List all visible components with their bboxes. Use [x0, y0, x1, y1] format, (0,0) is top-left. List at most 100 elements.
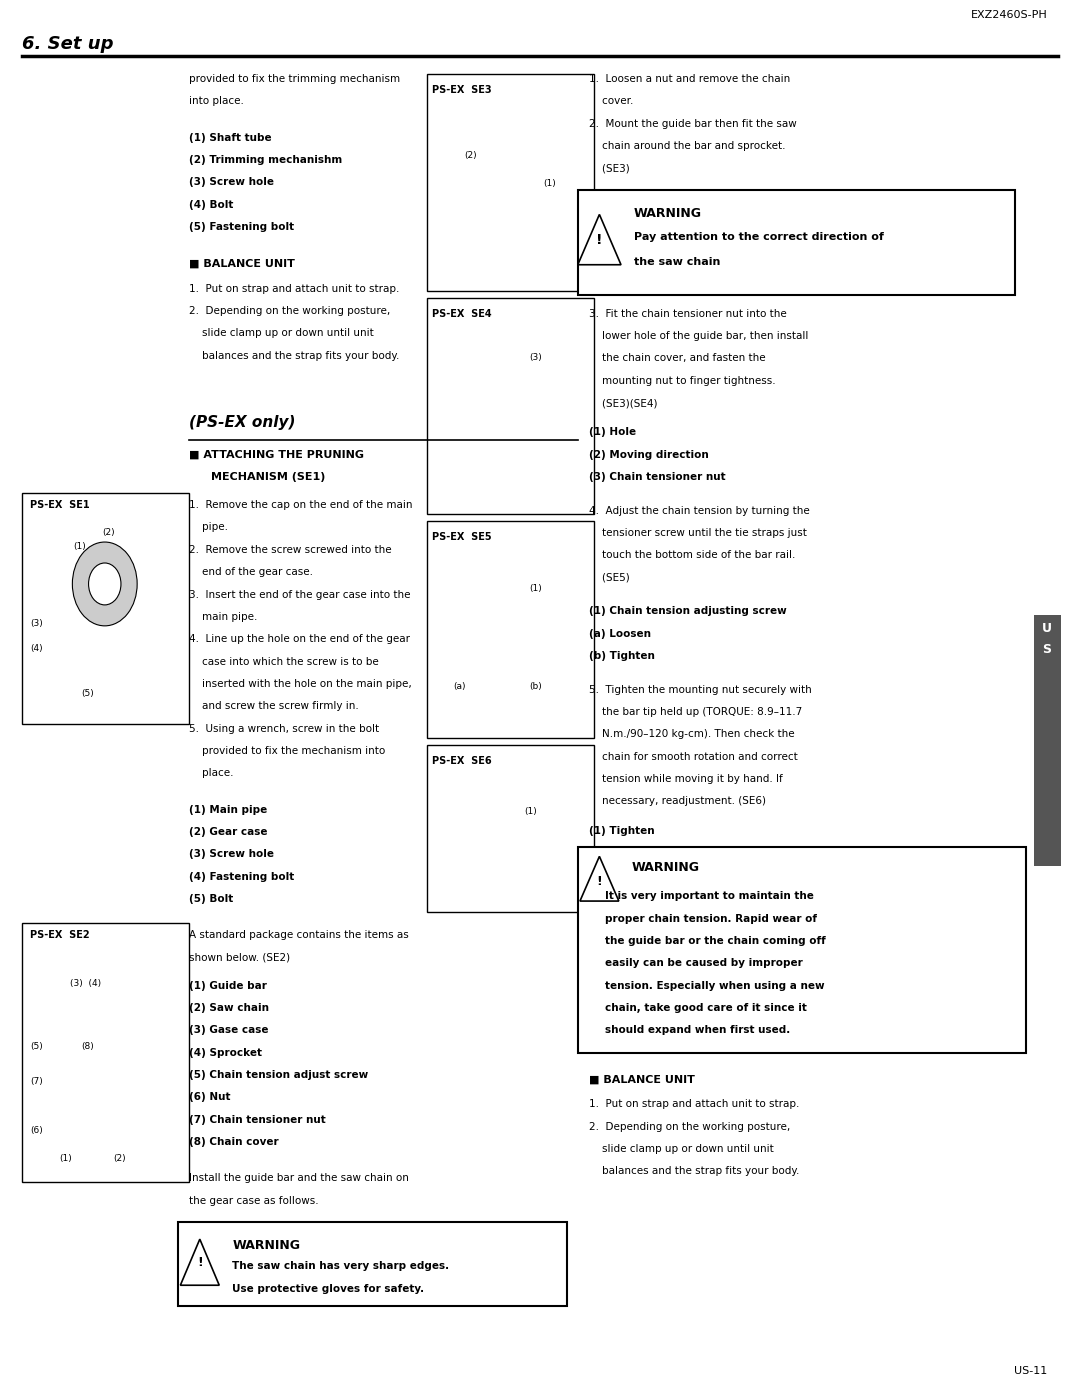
Text: US-11: US-11	[1014, 1366, 1048, 1376]
Text: (2) Trimming mechanishm: (2) Trimming mechanishm	[189, 155, 342, 165]
Text: (5) Chain tension adjust screw: (5) Chain tension adjust screw	[189, 1070, 368, 1080]
Text: PS-EX  SE5: PS-EX SE5	[432, 532, 491, 542]
Text: 2.  Depending on the working posture,: 2. Depending on the working posture,	[189, 306, 390, 316]
Text: (2): (2)	[464, 151, 477, 159]
Text: 4.  Adjust the chain tension by turning the: 4. Adjust the chain tension by turning t…	[589, 506, 809, 515]
Text: mounting nut to finger tightness.: mounting nut to finger tightness.	[589, 376, 775, 386]
Text: inserted with the hole on the main pipe,: inserted with the hole on the main pipe,	[189, 679, 411, 689]
Text: (1) Tighten: (1) Tighten	[589, 826, 654, 835]
Text: (a): (a)	[454, 682, 467, 690]
Text: (8) Chain cover: (8) Chain cover	[189, 1137, 279, 1147]
Text: (1) Hole: (1) Hole	[589, 427, 636, 437]
Text: (PS-EX only): (PS-EX only)	[189, 415, 296, 430]
Polygon shape	[578, 215, 621, 265]
Bar	[22, 923, 189, 1182]
Text: touch the bottom side of the bar rail.: touch the bottom side of the bar rail.	[589, 550, 795, 560]
Text: (4) Fastening bolt: (4) Fastening bolt	[189, 872, 294, 882]
Text: cover.: cover.	[589, 96, 633, 106]
Text: (2) Moving direction: (2) Moving direction	[589, 450, 708, 460]
Text: case into which the screw is to be: case into which the screw is to be	[189, 657, 379, 666]
Bar	[578, 190, 1015, 295]
Text: the saw chain: the saw chain	[634, 257, 720, 267]
Text: 4.  Line up the hole on the end of the gear: 4. Line up the hole on the end of the ge…	[189, 634, 410, 644]
Polygon shape	[580, 856, 619, 901]
Text: end of the gear case.: end of the gear case.	[189, 567, 313, 577]
Text: (1): (1)	[529, 584, 542, 592]
Text: (4) Bolt: (4) Bolt	[189, 200, 233, 210]
Text: PS-EX  SE4: PS-EX SE4	[432, 309, 491, 319]
Polygon shape	[180, 1239, 219, 1285]
Text: PS-EX  SE2: PS-EX SE2	[30, 930, 90, 940]
Text: WARNING: WARNING	[232, 1239, 300, 1252]
Text: !: !	[596, 233, 603, 247]
Text: 1.  Remove the cap on the end of the main: 1. Remove the cap on the end of the main	[189, 500, 413, 510]
Text: (1) Main pipe: (1) Main pipe	[189, 805, 267, 814]
Text: provided to fix the trimming mechanism: provided to fix the trimming mechanism	[189, 74, 400, 84]
Text: (6) Nut: (6) Nut	[189, 1092, 230, 1102]
Text: (SE3): (SE3)	[589, 163, 630, 173]
Text: and screw the screw firmly in.: and screw the screw firmly in.	[189, 701, 359, 711]
Text: (b): (b)	[529, 682, 542, 690]
Bar	[22, 493, 189, 724]
Text: EXZ2460S-PH: EXZ2460S-PH	[971, 10, 1048, 20]
Text: proper chain tension. Rapid wear of: proper chain tension. Rapid wear of	[605, 914, 816, 923]
Text: 2.  Depending on the working posture,: 2. Depending on the working posture,	[589, 1122, 789, 1132]
Text: place.: place.	[189, 768, 233, 778]
Text: chain, take good care of it since it: chain, take good care of it since it	[605, 1003, 807, 1013]
Text: (8): (8)	[81, 1042, 94, 1051]
Text: tension while moving it by hand. If: tension while moving it by hand. If	[589, 774, 782, 784]
Text: (1): (1)	[59, 1154, 72, 1162]
Text: (2): (2)	[103, 528, 116, 536]
Bar	[427, 521, 594, 738]
Text: (1) Chain tension adjusting screw: (1) Chain tension adjusting screw	[589, 606, 786, 616]
Text: (3) Gase case: (3) Gase case	[189, 1025, 269, 1035]
Text: should expand when first used.: should expand when first used.	[605, 1025, 791, 1035]
Text: 5.  Using a wrench, screw in the bolt: 5. Using a wrench, screw in the bolt	[189, 724, 379, 733]
Text: (3): (3)	[30, 619, 43, 627]
Text: (4): (4)	[30, 644, 43, 652]
Text: ■ BALANCE UNIT: ■ BALANCE UNIT	[589, 1074, 694, 1084]
Text: (3) Chain tensioner nut: (3) Chain tensioner nut	[589, 472, 726, 482]
Text: chain for smooth rotation and correct: chain for smooth rotation and correct	[589, 752, 797, 761]
Text: (1): (1)	[73, 542, 86, 550]
Text: (2) Gear case: (2) Gear case	[189, 827, 268, 837]
Text: slide clamp up or down until unit: slide clamp up or down until unit	[189, 328, 374, 338]
Text: necessary, readjustment. (SE6): necessary, readjustment. (SE6)	[589, 796, 766, 806]
Bar	[427, 74, 594, 291]
Circle shape	[89, 563, 121, 605]
Text: WARNING: WARNING	[632, 861, 700, 873]
Text: MECHANISM (SE1): MECHANISM (SE1)	[211, 472, 325, 482]
Text: (5) Fastening bolt: (5) Fastening bolt	[189, 222, 294, 232]
Circle shape	[72, 542, 137, 626]
Bar	[427, 745, 594, 912]
Text: (1): (1)	[543, 179, 556, 187]
Text: 1.  Put on strap and attach unit to strap.: 1. Put on strap and attach unit to strap…	[189, 284, 400, 293]
Text: ■ BALANCE UNIT: ■ BALANCE UNIT	[189, 258, 295, 268]
Text: It is very important to maintain the: It is very important to maintain the	[605, 891, 813, 901]
Text: into place.: into place.	[189, 96, 244, 106]
Text: PS-EX  SE6: PS-EX SE6	[432, 756, 491, 766]
Text: Install the guide bar and the saw chain on: Install the guide bar and the saw chain …	[189, 1173, 409, 1183]
Bar	[578, 847, 1026, 1053]
Text: shown below. (SE2): shown below. (SE2)	[189, 953, 291, 963]
Text: (2) Saw chain: (2) Saw chain	[189, 1003, 269, 1013]
Bar	[178, 1222, 567, 1306]
Text: The saw chain has very sharp edges.: The saw chain has very sharp edges.	[232, 1261, 449, 1271]
Text: 2.  Mount the guide bar then fit the saw: 2. Mount the guide bar then fit the saw	[589, 119, 796, 129]
Text: the bar tip held up (TORQUE: 8.9–11.7: the bar tip held up (TORQUE: 8.9–11.7	[589, 707, 801, 717]
Text: easily can be caused by improper: easily can be caused by improper	[605, 958, 802, 968]
Text: pipe.: pipe.	[189, 522, 228, 532]
Text: (3) Screw hole: (3) Screw hole	[189, 177, 274, 187]
Text: balances and the strap fits your body.: balances and the strap fits your body.	[589, 1166, 799, 1176]
Text: (SE5): (SE5)	[589, 573, 630, 583]
Bar	[1034, 615, 1061, 866]
Text: (4) Sprocket: (4) Sprocket	[189, 1048, 262, 1058]
Text: the guide bar or the chain coming off: the guide bar or the chain coming off	[605, 936, 825, 946]
Text: (5) Bolt: (5) Bolt	[189, 894, 233, 904]
Text: 1.  Loosen a nut and remove the chain: 1. Loosen a nut and remove the chain	[589, 74, 789, 84]
Text: (3): (3)	[529, 353, 542, 362]
Text: provided to fix the mechanism into: provided to fix the mechanism into	[189, 746, 386, 756]
Text: (3)  (4): (3) (4)	[70, 979, 102, 988]
Text: (3) Screw hole: (3) Screw hole	[189, 849, 274, 859]
Text: (5): (5)	[30, 1042, 43, 1051]
